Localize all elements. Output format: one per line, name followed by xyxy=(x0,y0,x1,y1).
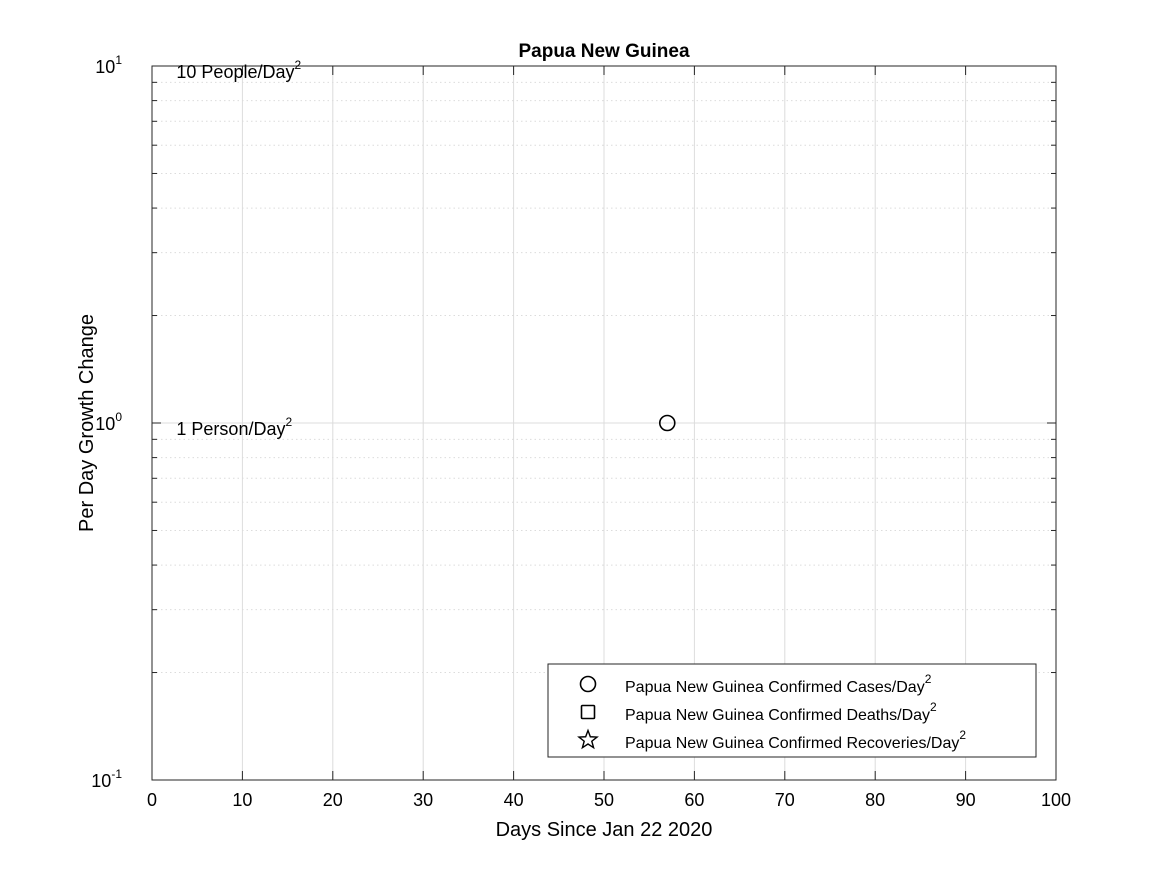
x-tick-label: 40 xyxy=(504,790,524,810)
x-tick-label: 100 xyxy=(1041,790,1071,810)
y-tick-label-exp: 1 xyxy=(115,53,122,67)
x-tick-label: 10 xyxy=(232,790,252,810)
legend-label: Papua New Guinea Confirmed Deaths/Day2 xyxy=(625,700,937,724)
legend-label: Papua New Guinea Confirmed Recoveries/Da… xyxy=(625,728,966,752)
y-tick-label: 10-1 xyxy=(91,767,122,791)
legend: Papua New Guinea Confirmed Cases/Day2Pap… xyxy=(547,663,1037,758)
x-axis-label: Days Since Jan 22 2020 xyxy=(496,819,713,841)
x-tick-label: 50 xyxy=(594,790,614,810)
legend-marker-star xyxy=(577,728,599,750)
axes xyxy=(151,65,1057,781)
legend-label: Papua New Guinea Confirmed Cases/Day2 xyxy=(625,672,932,696)
x-tick-label: 20 xyxy=(323,790,343,810)
legend-label-text: Papua New Guinea Confirmed Recoveries/Da… xyxy=(625,735,959,752)
grid xyxy=(152,66,1056,780)
y-tick-label-base: 10 xyxy=(95,57,115,77)
y-tick-label: 100 xyxy=(95,410,122,434)
legend-label-text: Papua New Guinea Confirmed Deaths/Day xyxy=(625,707,930,724)
annotation-label-sup: 2 xyxy=(295,58,302,72)
annotation-label-sup: 2 xyxy=(285,415,292,429)
y-tick-label-base: 10 xyxy=(95,414,115,434)
x-tick-label: 60 xyxy=(684,790,704,810)
annotation-label: 1 Person/Day2 xyxy=(176,415,292,439)
legend-marker-square xyxy=(580,704,596,720)
legend-label-sup: 2 xyxy=(959,728,966,742)
chart-title: Papua New Guinea xyxy=(518,41,689,62)
y-tick-label: 101 xyxy=(95,53,122,77)
y-tick-label-exp: 0 xyxy=(115,410,122,424)
annotation-label-text: 1 Person/Day xyxy=(176,419,285,439)
data-points xyxy=(658,414,676,432)
x-tick-label: 0 xyxy=(147,790,157,810)
x-tick-label: 30 xyxy=(413,790,433,810)
legend-label-sup: 2 xyxy=(930,700,937,714)
x-tick-label: 70 xyxy=(775,790,795,810)
y-tick-label-base: 10 xyxy=(91,771,111,791)
x-tick-label: 90 xyxy=(956,790,976,810)
y-axis-label: Per Day Growth Change xyxy=(76,314,98,532)
legend-label-text: Papua New Guinea Confirmed Cases/Day xyxy=(625,679,925,696)
annotation-label-text: 10 People/Day xyxy=(176,62,294,82)
annotation-label: 10 People/Day2 xyxy=(176,58,301,82)
legend-label-sup: 2 xyxy=(925,672,932,686)
legend-marker-circle xyxy=(579,675,597,693)
legend-box xyxy=(547,663,1037,758)
data-point-circle xyxy=(658,414,676,432)
x-tick-label: 80 xyxy=(865,790,885,810)
y-tick-label-exp: -1 xyxy=(111,767,122,781)
